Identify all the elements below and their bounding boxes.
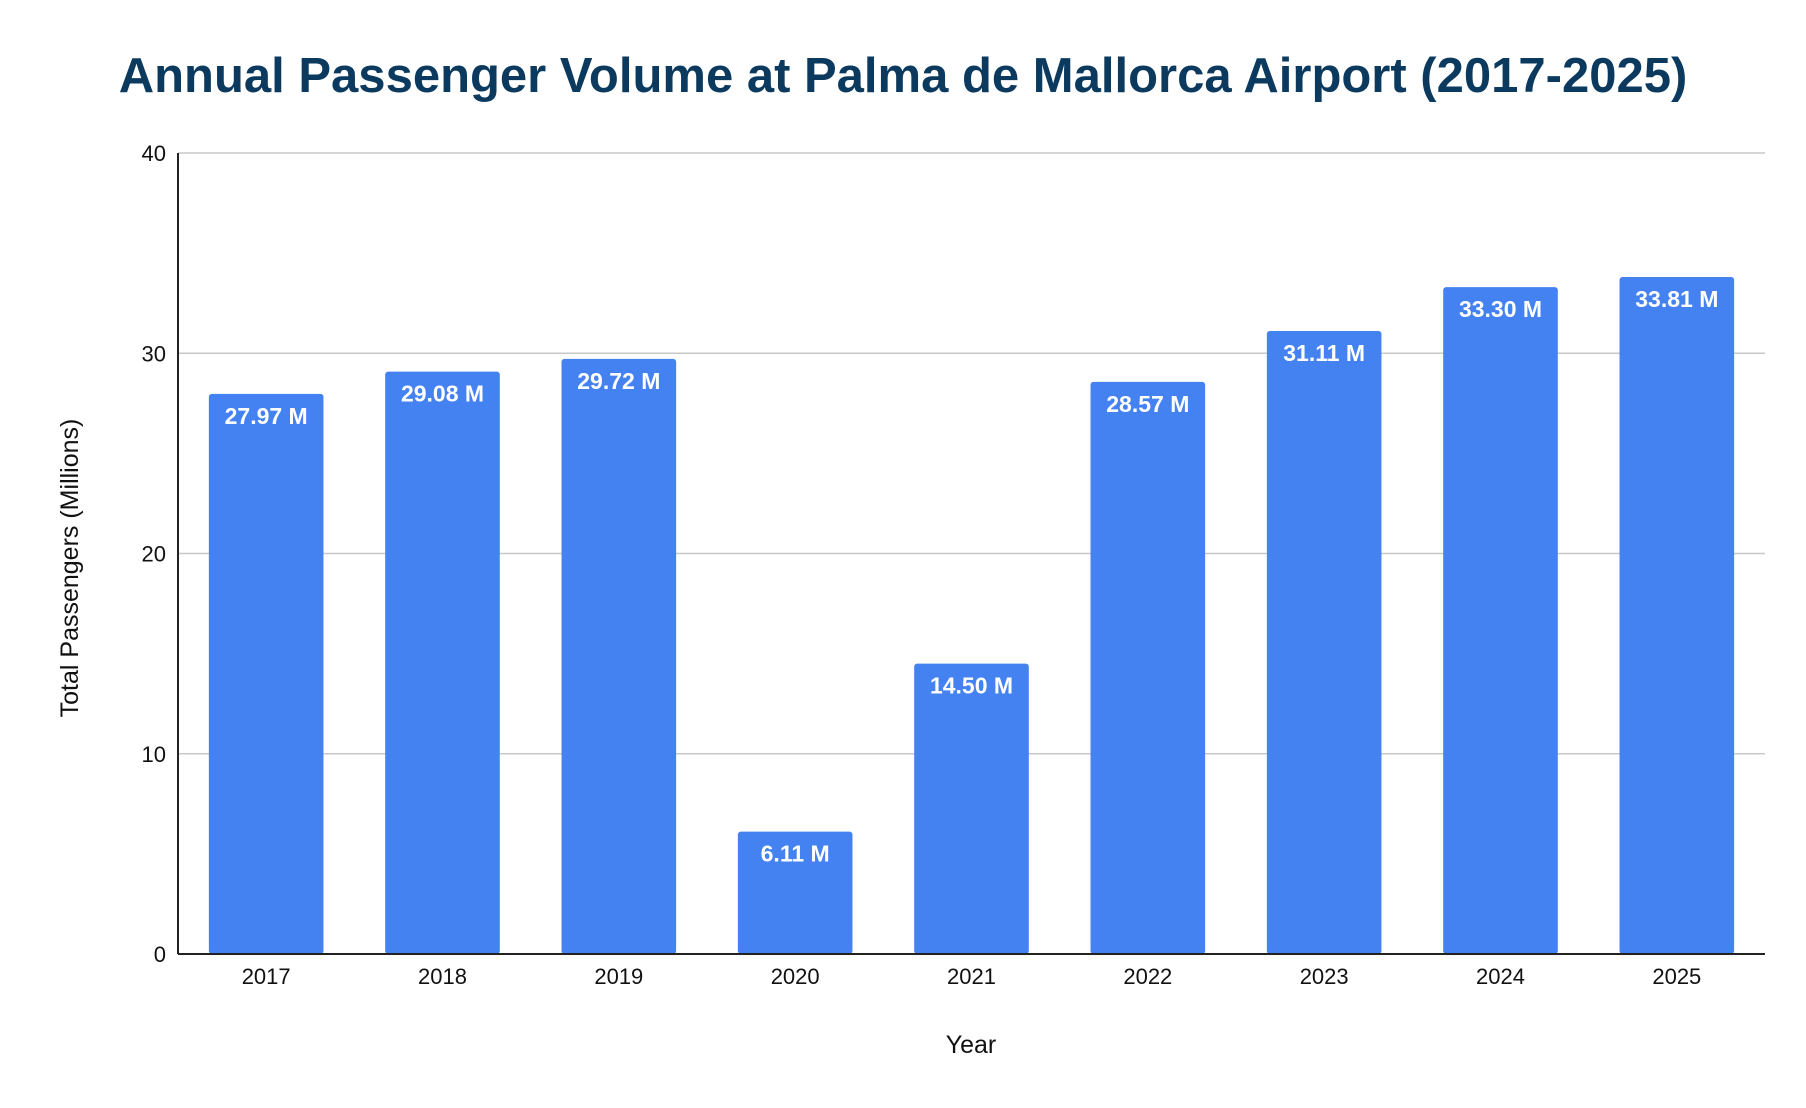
x-tick-label: 2023 — [1300, 964, 1349, 989]
bar-2025 — [1619, 276, 1735, 955]
y-tick-label: 0 — [154, 942, 166, 967]
data-label-2025: 33.81 M — [1635, 286, 1718, 312]
bar-2017 — [208, 393, 324, 954]
x-tick-label: 2019 — [594, 964, 643, 989]
x-tick-label: 2022 — [1123, 964, 1172, 989]
x-tick-label: 2017 — [242, 964, 291, 989]
x-tick-label: 2024 — [1476, 964, 1525, 989]
y-axis-label: Total Passengers (Millions) — [56, 419, 84, 718]
y-tick-label: 40 — [142, 141, 166, 166]
data-label-2021: 14.50 M — [930, 673, 1013, 699]
data-labels: 27.97 M 29.08 M 29.72 M 6.11 M 14.50 M 28.57 … — [225, 286, 1719, 867]
bar-2019 — [561, 358, 677, 954]
data-label-2019: 29.72 M — [577, 368, 660, 394]
bar-2020 — [737, 831, 853, 954]
bar-2022 — [1090, 381, 1206, 954]
data-label-2024: 33.30 M — [1459, 296, 1542, 322]
x-tick-label: 2025 — [1652, 964, 1701, 989]
y-tick-label: 30 — [142, 341, 166, 366]
data-label-2020: 6.11 M — [761, 841, 830, 867]
chart-title: Annual Passenger Volume at Palma de Mall… — [119, 49, 1688, 103]
x-tick-label: 2018 — [418, 964, 467, 989]
bar-2021 — [914, 663, 1029, 954]
y-tick-label: 10 — [142, 742, 166, 767]
data-label-2017: 27.97 M — [225, 403, 308, 429]
y-axis-ticks: 0 10 20 30 40 — [142, 141, 166, 967]
data-label-2023: 31.11 M — [1283, 340, 1365, 366]
data-label-2018: 29.08 M — [401, 381, 484, 407]
x-axis-ticks: 2017 2018 2019 2020 2021 2022 2023 2024 2025 — [242, 964, 1702, 989]
bar-2024 — [1443, 287, 1558, 955]
y-tick-label: 20 — [142, 542, 166, 567]
x-axis-label: Year — [946, 1031, 997, 1059]
x-tick-label: 2020 — [771, 964, 820, 989]
bar-2023 — [1266, 331, 1382, 955]
x-tick-label: 2021 — [947, 964, 996, 989]
data-label-2022: 28.57 M — [1106, 391, 1189, 417]
bar-2018 — [385, 371, 500, 955]
bars — [208, 276, 1735, 955]
